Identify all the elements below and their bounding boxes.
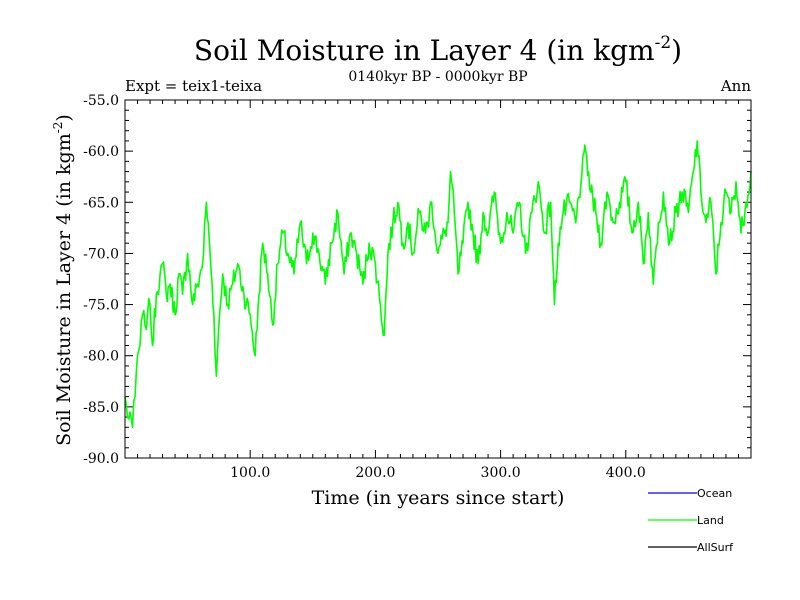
legend-label-ocean: Ocean (697, 487, 732, 500)
y-tick-label: -75.0 (83, 298, 119, 314)
y-axis-label: Soil Moisture in Layer 4 (in kgm-2) (51, 114, 75, 446)
y-tick-label: -80.0 (83, 349, 119, 365)
data-series (124, 140, 752, 429)
y-tick-label: -65.0 (83, 195, 119, 211)
x-tick-label: 100.0 (230, 465, 270, 481)
y-tick-label: -60.0 (83, 144, 119, 160)
x-axis-label: Time (in years since start) (312, 487, 565, 509)
y-axis-label-close: ) (53, 114, 75, 121)
plot-frame (124, 99, 752, 459)
chart-title-close: ) (671, 34, 682, 67)
season-label: Ann (720, 77, 751, 95)
chart-title: Soil Moisture in Layer 4 (in kgm-2) (194, 33, 682, 67)
y-tick-label: -90.0 (83, 451, 119, 467)
x-tick-label: 400.0 (606, 465, 646, 481)
chart-title-main: Soil Moisture in Layer 4 (in kgm (194, 34, 655, 67)
y-tick-label: -70.0 (83, 246, 119, 262)
y-tick-label: -85.0 (83, 400, 119, 416)
y-axis-label-superscript: -2 (51, 122, 65, 134)
series-line-land (124, 140, 752, 429)
chart-title-superscript: -2 (655, 33, 672, 53)
x-tick-label: 300.0 (481, 465, 521, 481)
x-tick-label: 200.0 (355, 465, 395, 481)
legend-label-land: Land (697, 514, 724, 527)
legend-label-allsurf: AllSurf (697, 541, 734, 554)
experiment-label: Expt = teix1-teixa (125, 77, 262, 95)
tick-labels: -90.0 -85.0 -80.0 -75.0 -70.0 -65.0 -60.0 -55.0… (83, 93, 646, 481)
y-axis-label-main: Soil Moisture in Layer 4 (in kgm (53, 133, 75, 446)
y-tick-label: -55.0 (83, 93, 119, 109)
legend: Ocean Land AllSurf (648, 487, 734, 554)
axis-ticks (125, 99, 751, 459)
chart-subtitle: 0140kyr BP - 0000kyr BP (348, 69, 527, 85)
